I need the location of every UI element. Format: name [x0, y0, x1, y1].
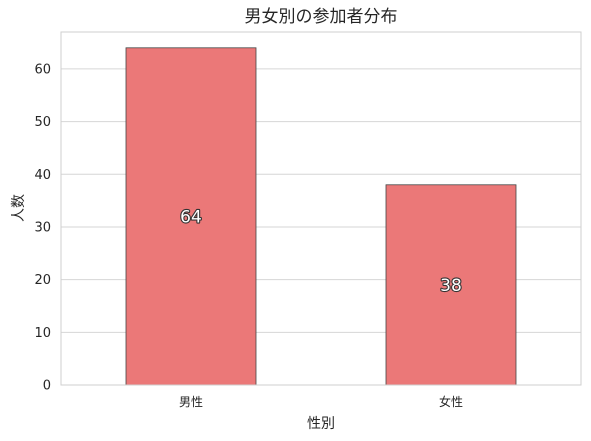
- y-tick-label: 10: [34, 326, 51, 341]
- y-axis-ticks: 0 10 20 30 40 50 60: [34, 62, 51, 393]
- y-tick-label: 30: [34, 220, 51, 235]
- y-tick-label: 0: [43, 379, 51, 394]
- y-tick-label: 50: [34, 115, 51, 130]
- x-axis-label: 性別: [307, 416, 335, 432]
- data-label: 64: [180, 207, 202, 227]
- data-labels: 64 38: [179, 206, 463, 297]
- y-tick-label: 40: [34, 168, 51, 183]
- x-tick-label: 男性: [179, 395, 203, 409]
- bar-1: [385, 184, 517, 386]
- x-axis-ticks: 男性 女性: [179, 394, 463, 409]
- plot-frame: [60, 31, 582, 386]
- chart-title: 男女別の参加者分布: [245, 7, 398, 27]
- x-tick-label: 女性: [439, 394, 463, 409]
- data-label: 38: [440, 276, 462, 296]
- y-axis-label: 人数: [11, 194, 27, 222]
- y-tick-label: 20: [34, 273, 51, 288]
- y-tick-label: 60: [34, 62, 51, 77]
